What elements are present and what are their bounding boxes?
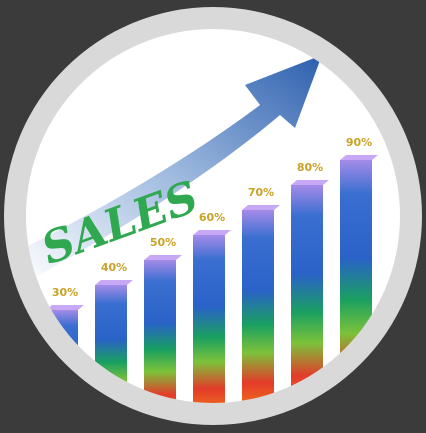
bar: [291, 185, 323, 403]
bar-top: [144, 255, 182, 260]
bar-top: [193, 230, 231, 235]
value-label: 30%: [52, 286, 78, 299]
bar: [242, 210, 274, 403]
growth-arrow: [26, 55, 322, 280]
bar-top: [340, 155, 378, 160]
bar-top: [291, 180, 329, 185]
value-label: 50%: [150, 236, 176, 249]
bar-top: [95, 280, 133, 285]
value-label: 90%: [346, 136, 372, 149]
value-label: 60%: [199, 211, 225, 224]
bar: [193, 235, 225, 403]
bar: [144, 260, 176, 403]
bar-top: [46, 305, 84, 310]
value-label: 80%: [297, 161, 323, 174]
value-label: 40%: [101, 261, 127, 274]
bar-top: [242, 205, 280, 210]
value-label: 70%: [248, 186, 274, 199]
